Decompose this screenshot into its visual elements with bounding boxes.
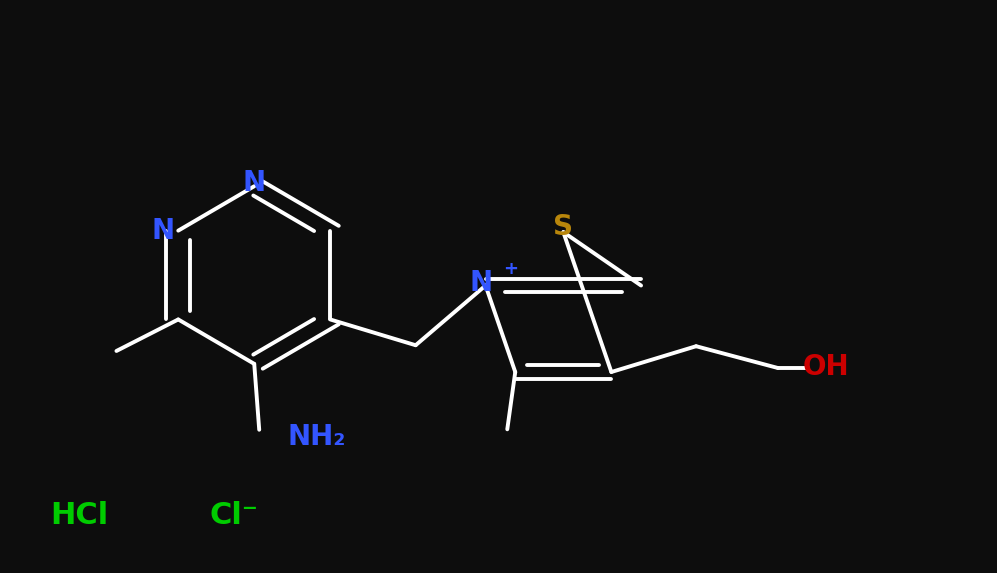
Text: OH: OH	[803, 353, 849, 381]
Text: +: +	[502, 261, 518, 278]
Text: N: N	[242, 170, 266, 197]
Text: N: N	[152, 217, 174, 245]
Text: S: S	[553, 214, 573, 241]
Text: N: N	[469, 269, 493, 297]
Text: NH₂: NH₂	[287, 423, 346, 450]
Text: Cl⁻: Cl⁻	[209, 501, 258, 530]
Text: HCl: HCl	[50, 501, 108, 530]
